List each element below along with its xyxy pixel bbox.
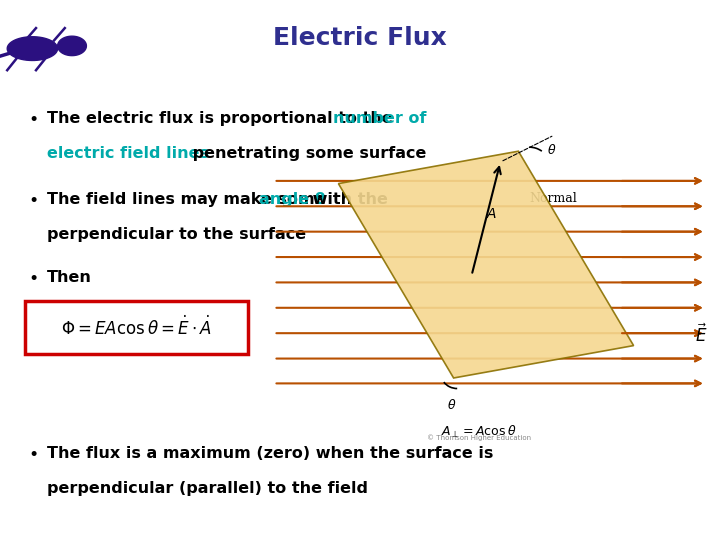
Text: perpendicular (parallel) to the field: perpendicular (parallel) to the field (47, 481, 368, 496)
Text: with the: with the (307, 192, 388, 207)
Text: penetrating some surface: penetrating some surface (187, 146, 426, 161)
Text: Electric Flux: Electric Flux (273, 26, 447, 50)
Text: $\Phi = EA\cos\theta = \dot{E}\cdot\dot{A}$: $\Phi = EA\cos\theta = \dot{E}\cdot\dot{… (61, 316, 212, 339)
Polygon shape (58, 36, 86, 56)
Text: number of: number of (333, 111, 427, 126)
Text: •: • (29, 111, 39, 129)
Text: $A$: $A$ (486, 207, 498, 221)
Text: perpendicular to the surface: perpendicular to the surface (47, 227, 306, 242)
Text: The electric flux is proportional to the: The electric flux is proportional to the (47, 111, 398, 126)
Text: Normal: Normal (529, 192, 577, 205)
FancyBboxPatch shape (25, 301, 248, 354)
Text: $\theta$: $\theta$ (547, 143, 557, 157)
Text: $\vec{E}$: $\vec{E}$ (695, 323, 707, 346)
Text: The flux is a maximum (zero) when the surface is: The flux is a maximum (zero) when the su… (47, 446, 493, 461)
Text: •: • (29, 446, 39, 463)
Text: •: • (29, 270, 39, 288)
Polygon shape (7, 37, 58, 60)
Text: The field lines may make some: The field lines may make some (47, 192, 331, 207)
Text: •: • (29, 192, 39, 210)
Text: $\theta$: $\theta$ (446, 398, 456, 412)
Polygon shape (338, 151, 634, 378)
Text: electric field lines: electric field lines (47, 146, 209, 161)
Text: Then: Then (47, 270, 91, 285)
Text: © Thomson Higher Education: © Thomson Higher Education (427, 435, 531, 441)
Text: angle θ: angle θ (259, 192, 326, 207)
Text: $A_{\perp} = A\cos\theta$: $A_{\perp} = A\cos\theta$ (441, 424, 516, 440)
